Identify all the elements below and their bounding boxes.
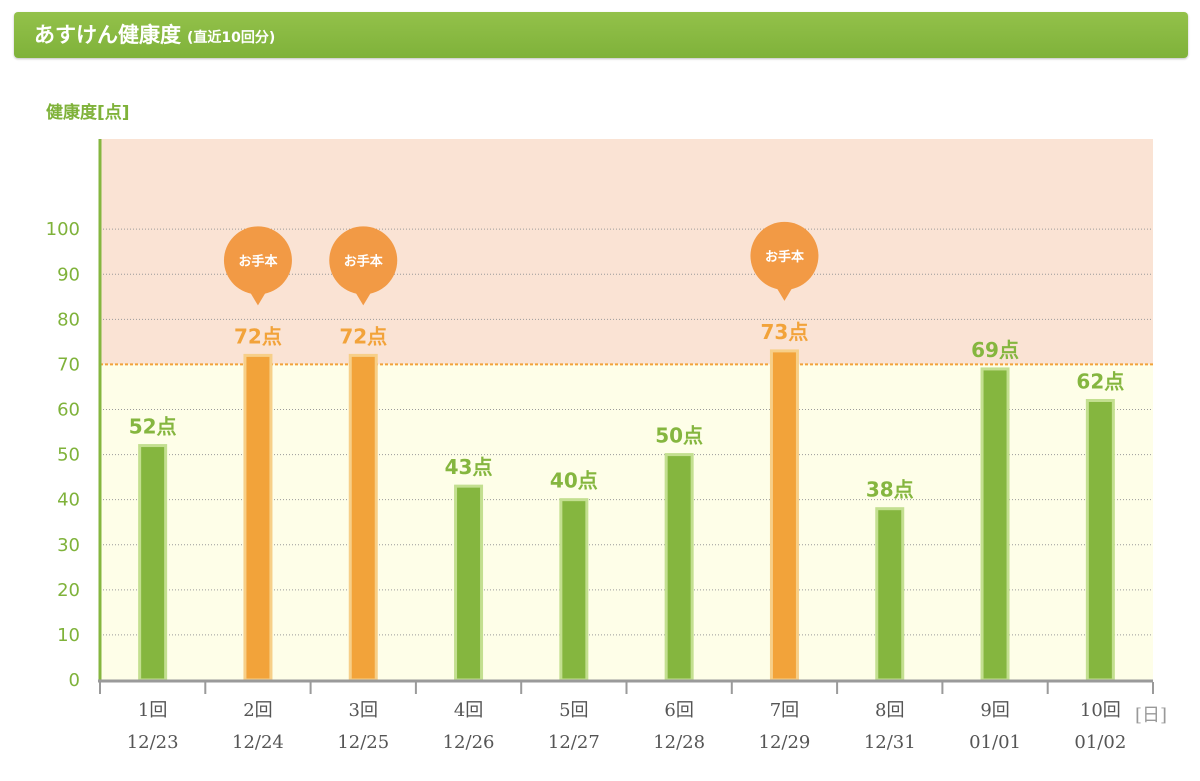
x-tick-round: 8回 [875,700,904,721]
badge-label: お手本 [765,249,804,265]
model-badges: お手本 お手本 お手本 [223,221,819,306]
data-label: 69点 [971,338,1019,362]
header-title: あすけん健康度 (直近10回分) [34,21,275,52]
header-subtitle: (直近10回分) [187,30,276,46]
x-tick-round: 5回 [559,700,588,721]
badge-pointer [354,290,373,306]
badge-label: お手本 [238,253,277,269]
data-label: 62点 [1076,369,1124,393]
x-tick-date: 12/26 [443,732,495,753]
y-tick-label: 10 [57,625,80,646]
data-label: 72点 [339,324,387,348]
badge-label: お手本 [344,253,383,269]
x-tick-date: 01/02 [1074,732,1126,753]
model-badge: お手本 [223,226,292,306]
data-label: 38点 [866,478,914,502]
model-badge: お手本 [750,221,819,301]
header-title-text: あすけん健康度 [34,23,181,47]
x-tick-round: 9回 [980,700,1009,721]
x-tick-date: 01/01 [969,732,1021,753]
x-tick-round: 1回 [138,700,167,721]
x-tick-round: 10回 [1080,700,1121,721]
data-label: 72点 [234,324,282,348]
y-axis-label: 健康度[点] [46,102,130,123]
y-tick-label: 30 [57,535,80,556]
data-label: 43点 [445,455,493,479]
x-tick-round: 4回 [454,700,483,721]
y-tick-label: 100 [46,219,80,240]
badge-bubble [223,226,292,295]
target-zone-lower [100,364,1153,680]
badge-pointer [248,290,267,306]
x-axis-ticks [99,682,1154,694]
x-tick-date: 12/28 [653,732,705,753]
bar [454,484,484,682]
x-tick-date: 12/31 [864,732,916,753]
x-tick-date: 12/27 [548,732,600,753]
x-tick-round: 7回 [770,700,799,721]
data-label: 40点 [550,469,598,493]
bar [875,507,905,682]
header-bar: あすけん健康度 (直近10回分) [14,12,1188,58]
bar [1085,398,1115,682]
x-tick-round: 3回 [349,700,378,721]
y-tick-label: 80 [57,309,80,330]
y-tick-label: 90 [57,264,80,285]
y-tick-label: 70 [57,354,80,375]
x-tick-date: 12/24 [232,732,284,753]
x-tick-date: 12/25 [337,732,389,753]
y-tick-label: 20 [57,580,80,601]
badge-bubble [750,221,819,290]
data-label: 52点 [129,415,177,439]
model-badge: お手本 [329,226,398,306]
x-axis-tick-labels: 1回 12/23 2回 12/24 3回 12/25 4回 12/26 5回 12/27 6回 12/… [127,700,1127,753]
x-axis-unit: [日] [1135,705,1167,726]
badge-bubble [329,226,398,295]
x-tick-date: 12/23 [127,732,179,753]
data-label: 50点 [655,424,703,448]
y-tick-label: 40 [57,490,80,511]
bar [559,498,589,682]
bar [664,453,694,682]
x-tick-round: 2回 [243,700,272,721]
x-tick-round: 6回 [664,700,693,721]
bar [243,353,273,682]
bars [138,349,1115,682]
bar [348,353,378,682]
bar [138,444,168,682]
x-tick-date: 12/29 [759,732,811,753]
bar [769,349,799,682]
y-tick-label: 0 [69,670,80,691]
data-label: 73点 [761,320,809,344]
data-labels: 52点 72点 72点 43点 40点 50点 73点 38点 69点 62点 [129,320,1125,502]
y-tick-label: 60 [57,400,80,421]
bar [980,367,1010,682]
badge-pointer [775,285,794,301]
y-axis-tick-labels: 0 10 20 30 40 50 60 70 80 90 100 [46,219,80,691]
y-tick-label: 50 [57,445,80,466]
